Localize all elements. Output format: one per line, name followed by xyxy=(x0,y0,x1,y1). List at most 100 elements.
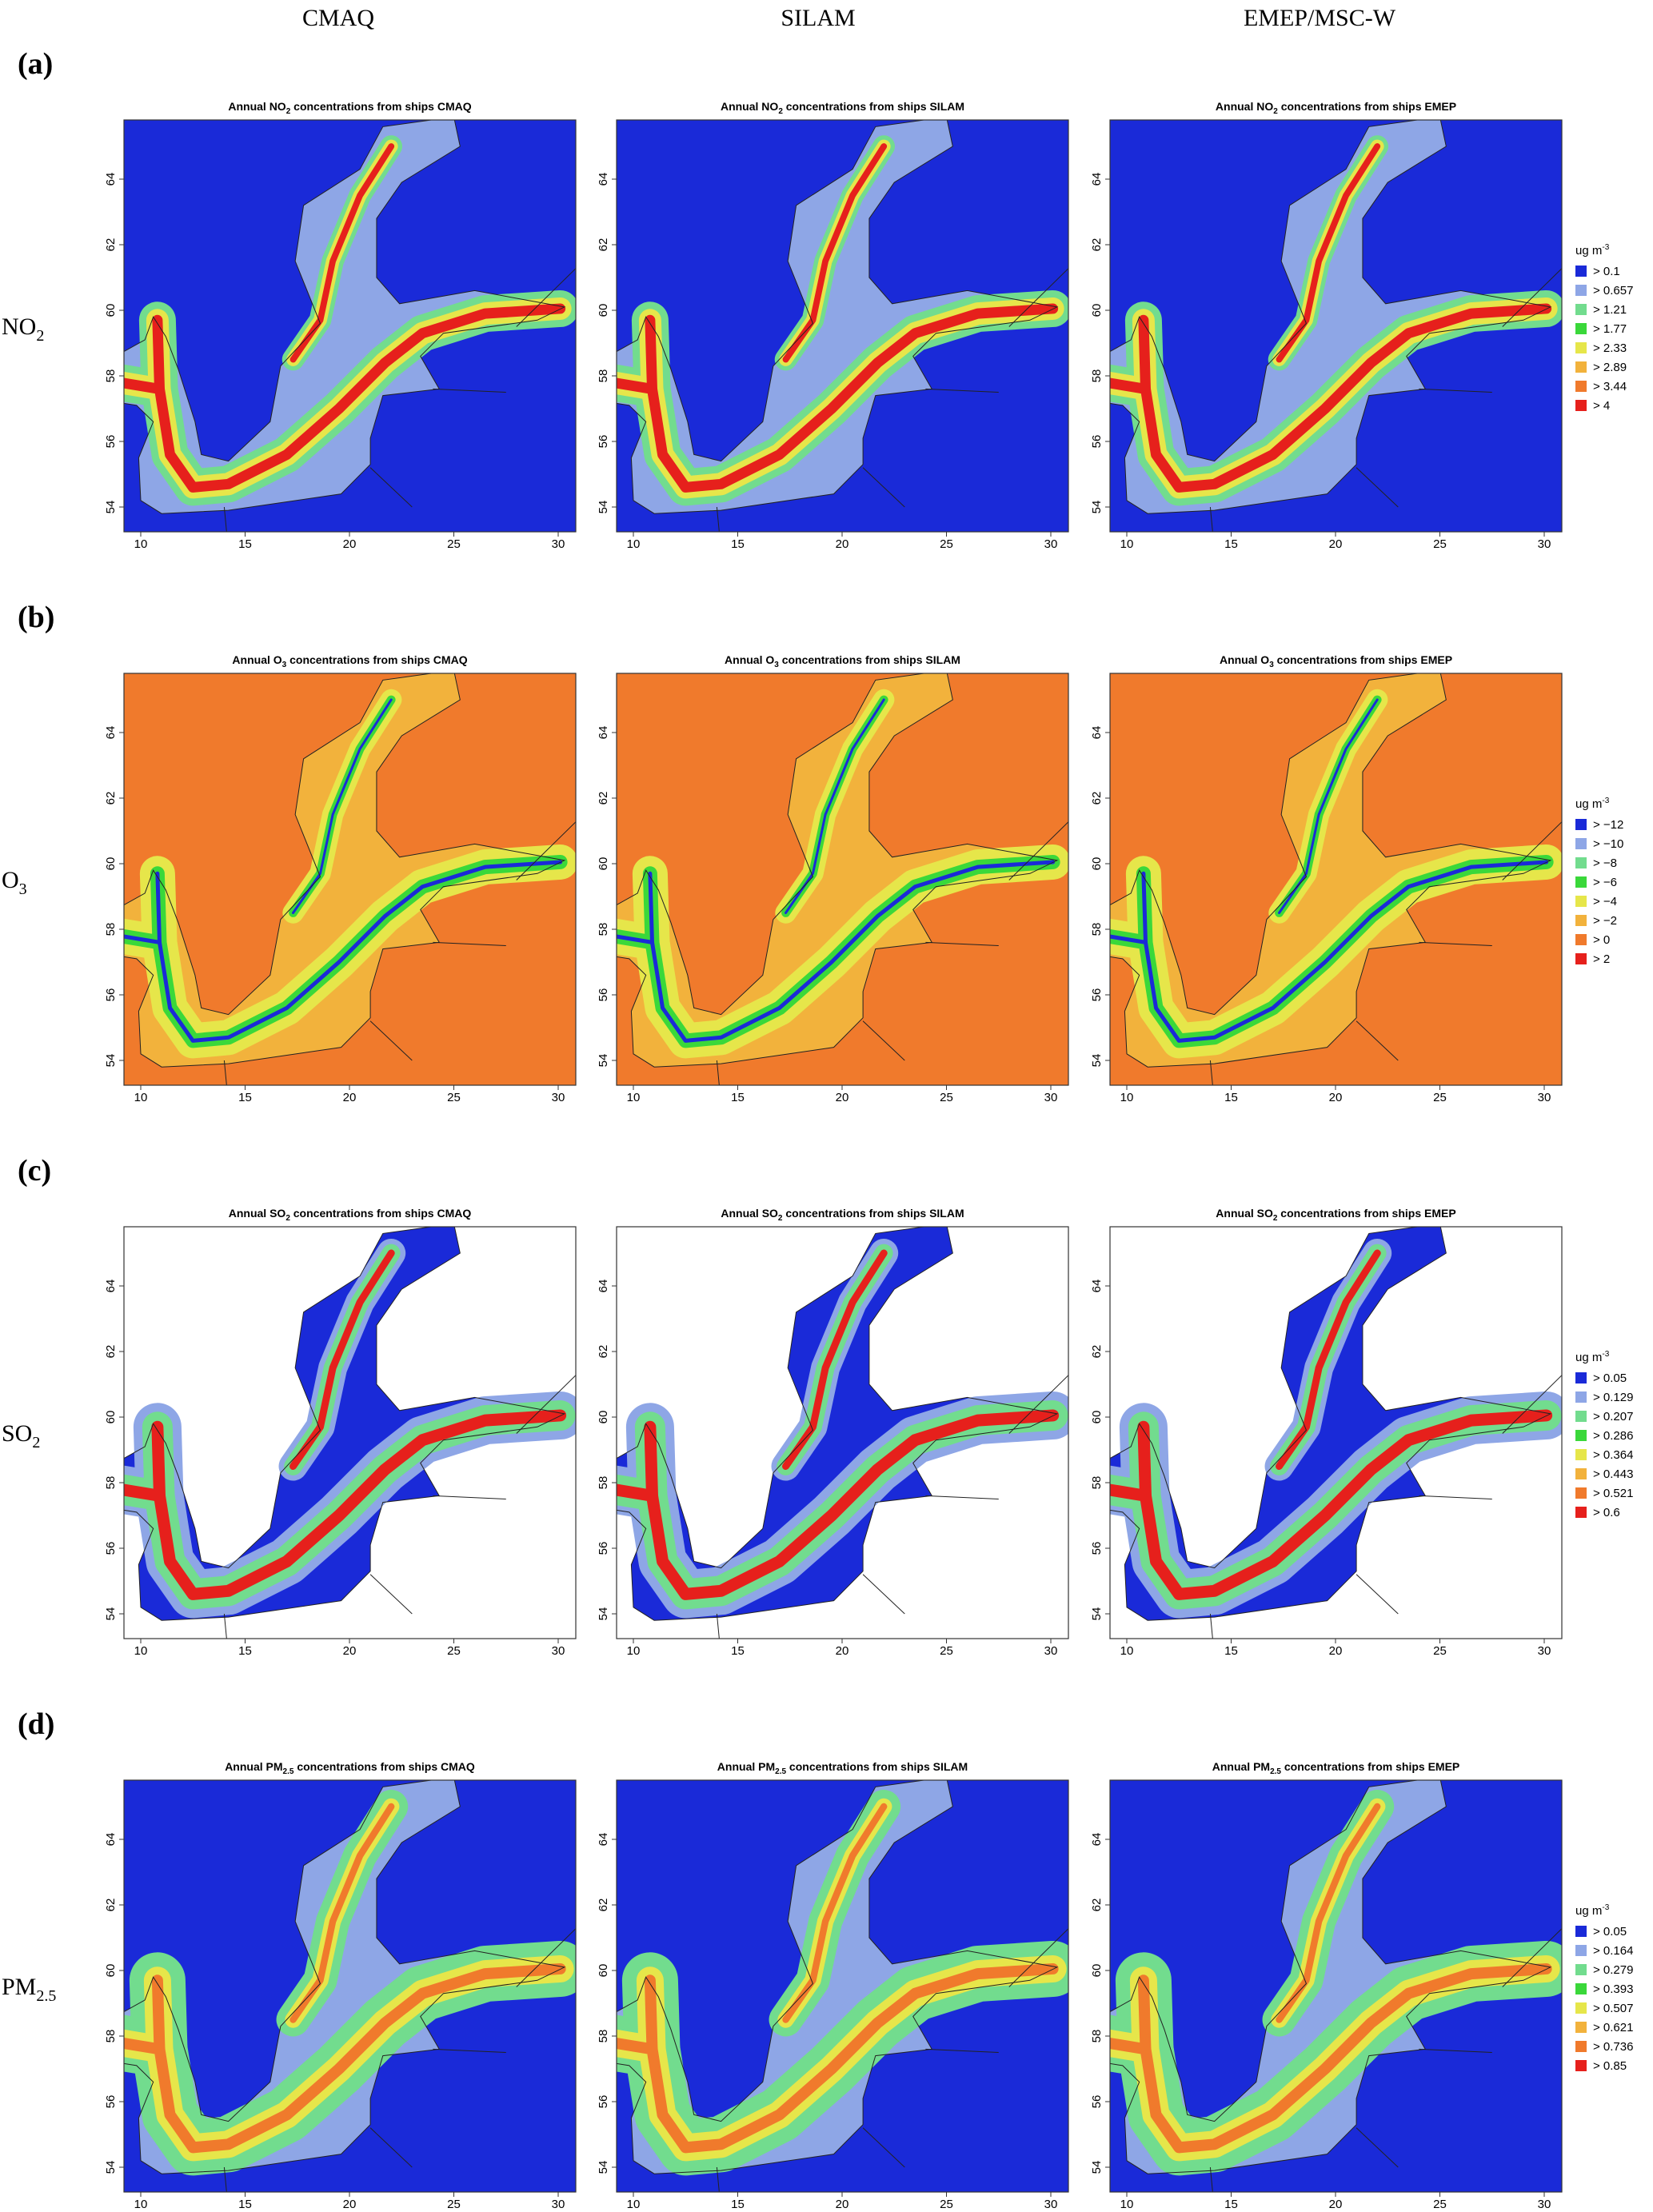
y-tick-label: 60 xyxy=(1090,857,1104,871)
x-tick-label: 15 xyxy=(731,2198,745,2211)
title-sub: 2 xyxy=(778,1214,783,1223)
legend-label: > 2 xyxy=(1593,952,1610,966)
title-post: concentrations from ships EMEP xyxy=(1281,1760,1459,1773)
y-tick-label: 56 xyxy=(597,435,610,449)
x-tick-label: 10 xyxy=(1120,2198,1134,2211)
legend-label: > 0.736 xyxy=(1593,2040,1633,2054)
y-tick-label: 58 xyxy=(597,923,610,936)
map-lane xyxy=(1138,314,1151,394)
map-lane xyxy=(644,1974,658,2055)
coastline xyxy=(617,1227,1059,1621)
y-tick-label: 56 xyxy=(597,2095,610,2109)
legend-swatch xyxy=(1575,2060,1587,2071)
row-label: SO2 xyxy=(2,1420,40,1451)
legend-unit: ug m-3 xyxy=(1575,1903,1610,1918)
x-tick-label: 10 xyxy=(134,537,148,551)
panel-title: Annual PM2.5 concentrations from ships E… xyxy=(1212,1760,1460,1776)
y-tick-label: 64 xyxy=(104,1833,118,1847)
x-tick-label: 25 xyxy=(940,1091,953,1104)
panel-title: Annual NO2 concentrations from ships CMA… xyxy=(228,100,471,116)
y-tick-label: 56 xyxy=(1090,435,1104,449)
map-lane xyxy=(1110,303,1552,493)
title-post: concentrations from ships CMAQ xyxy=(286,653,467,666)
y-tick-label: 56 xyxy=(104,435,118,449)
title-sub: 2.5 xyxy=(283,1767,294,1776)
y-tick-label: 64 xyxy=(597,726,610,740)
row-label-sub: 3 xyxy=(19,880,27,898)
y-tick-label: 58 xyxy=(597,369,610,383)
legend-label: > −6 xyxy=(1593,876,1617,889)
legend-unit-text: ug m xyxy=(1575,1904,1602,1918)
border xyxy=(223,120,576,532)
coastline xyxy=(124,120,566,514)
map-lane xyxy=(151,1420,166,1502)
border xyxy=(1209,673,1562,1085)
x-tick-label: 10 xyxy=(134,2198,148,2211)
title-pre: Annual O xyxy=(725,653,774,666)
y-tick-label: 62 xyxy=(104,1899,118,1912)
legend-swatch xyxy=(1575,1372,1587,1383)
map-lane xyxy=(152,314,165,394)
x-tick-label: 20 xyxy=(836,537,849,551)
y-tick-label: 58 xyxy=(1090,369,1104,383)
x-tick-label: 30 xyxy=(1044,537,1058,551)
map-lane xyxy=(617,1409,1060,1600)
x-tick-label: 10 xyxy=(627,1644,641,1658)
y-tick-label: 62 xyxy=(104,238,118,252)
x-tick-label: 20 xyxy=(343,1091,357,1104)
y-tick-label: 58 xyxy=(597,1476,610,1490)
x-tick-label: 25 xyxy=(940,1644,953,1658)
x-tick-label: 25 xyxy=(940,2198,953,2211)
row-label: NO2 xyxy=(2,313,44,345)
legend-label: > 0.393 xyxy=(1593,1982,1633,1996)
x-tick-label: 30 xyxy=(552,1091,565,1104)
y-tick-label: 54 xyxy=(1090,501,1104,514)
title-post: concentrations from ships SILAM xyxy=(782,1207,964,1220)
map-lane xyxy=(1110,1409,1553,1600)
x-tick-label: 15 xyxy=(731,537,745,551)
map xyxy=(124,1227,576,1639)
x-tick-label: 10 xyxy=(627,537,641,551)
map-lane xyxy=(124,860,563,1043)
y-tick-label: 62 xyxy=(597,1345,610,1359)
legend-swatch xyxy=(1575,1964,1587,1975)
x-tick-label: 15 xyxy=(1224,1091,1238,1104)
border xyxy=(1209,120,1562,532)
map-lane xyxy=(151,1974,166,2055)
y-tick-label: 64 xyxy=(1090,726,1104,740)
title-sub: 3 xyxy=(282,661,287,669)
legend-label: > 0.129 xyxy=(1593,1391,1633,1404)
y-tick-label: 62 xyxy=(1090,1899,1104,1912)
x-tick-label: 25 xyxy=(1433,2198,1447,2211)
legend-label: > 0.279 xyxy=(1593,1963,1633,1977)
x-tick-label: 20 xyxy=(836,2198,849,2211)
y-tick-label: 64 xyxy=(597,1280,610,1293)
legend-label: > 0.364 xyxy=(1593,1448,1633,1462)
legend-unit-sup: -3 xyxy=(1602,243,1609,252)
legend-swatch xyxy=(1575,1507,1587,1518)
border xyxy=(716,1780,1068,2192)
y-tick-label: 60 xyxy=(104,1964,118,1978)
x-tick-label: 30 xyxy=(552,537,565,551)
x-tick-label: 25 xyxy=(447,537,461,551)
title-sub: 2.5 xyxy=(1270,1767,1281,1776)
y-tick-label: 60 xyxy=(1090,304,1104,317)
title-pre: Annual PM xyxy=(1212,1760,1270,1773)
legend-unit-sup: -3 xyxy=(1602,1903,1609,1912)
title-post: concentrations from ships CMAQ xyxy=(293,1760,474,1773)
legend-label: > −2 xyxy=(1593,914,1617,928)
x-tick-label: 25 xyxy=(1433,1644,1447,1658)
y-tick-label: 56 xyxy=(597,1542,610,1555)
map-lane xyxy=(124,1962,566,2154)
y-tick-label: 60 xyxy=(1090,1411,1104,1424)
legend-label: > 0.657 xyxy=(1593,284,1633,297)
y-tick-label: 60 xyxy=(104,304,118,317)
legend-label: > 0.443 xyxy=(1593,1467,1633,1481)
y-tick-label: 54 xyxy=(597,1607,610,1621)
x-tick-label: 30 xyxy=(1538,1644,1551,1658)
y-tick-label: 64 xyxy=(1090,173,1104,186)
map-sea xyxy=(617,673,1057,1068)
legend-label: > 2.89 xyxy=(1593,361,1627,374)
map-lane xyxy=(124,1409,567,1600)
panel-title: Annual SO2 concentrations from ships EME… xyxy=(1216,1207,1455,1223)
